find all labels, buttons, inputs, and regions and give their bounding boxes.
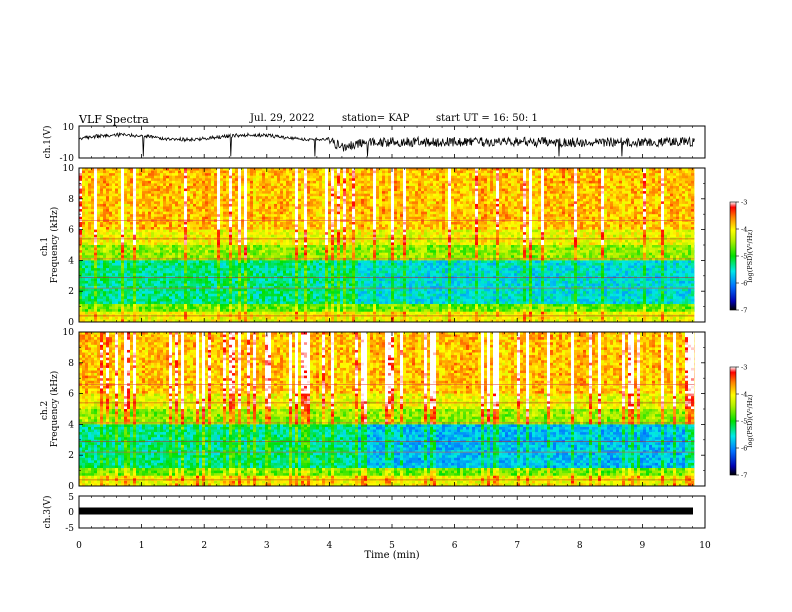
colorbar-tick-label: -7 [741, 472, 747, 480]
freq-tick-label: 6 [68, 390, 74, 400]
colorbar-tick-label: -3 [741, 364, 747, 372]
ch2-spectrogram-panel: 0 2 4 6 8 10 ch.2 Frequency (kHz) [40, 328, 706, 492]
time-tick-label: 3 [264, 541, 270, 551]
ch3-ytick-bottom: -5 [65, 524, 74, 534]
colorbar-tick-label: -6 [741, 445, 747, 453]
ch2-colorbar-scale [729, 366, 737, 476]
time-tick-label: 9 [640, 541, 646, 551]
ch1-waveform-panel: 10 -10 ch.1(V) [42, 123, 706, 164]
start-time-label: start UT = 16: 50: 1 [436, 113, 538, 124]
station-label: station= KAP [342, 113, 409, 124]
date-label: Jul. 29, 2022 [250, 113, 315, 124]
time-tick-label: 5 [389, 541, 395, 551]
ch1-spectrogram-yticks: 0 2 4 6 8 10 [63, 164, 705, 328]
freq-tick-label: 2 [68, 287, 74, 297]
freq-tick-label: 6 [68, 226, 74, 236]
time-tick-label: 10 [699, 541, 711, 551]
plot-title: VLF Spectra [79, 113, 149, 126]
ch1-colorbar-label: log(PSD)(V²/Hz) [746, 229, 754, 282]
ch2-spectrogram-yticks: 0 2 4 6 8 10 [63, 328, 705, 492]
colorbar-tick-label: -4 [741, 391, 747, 399]
ch1-ytick-top: 10 [63, 123, 75, 133]
ch1-ylabel: ch.1(V) [42, 126, 53, 159]
freq-tick-label: 4 [68, 420, 74, 430]
ch1-spectrogram-xticks [78, 168, 706, 322]
time-tick-label: 8 [577, 541, 583, 551]
ch3-waveform-panel: 5 0 -5 ch.3(V) [42, 493, 706, 534]
ch3-waveform-line [79, 507, 693, 515]
colorbar-tick-label: -7 [741, 307, 747, 315]
ch1-spectrogram-panel: 0 2 4 6 8 10 ch.1 Frequency (kHz) [40, 164, 706, 328]
time-tick-label: 1 [139, 541, 145, 551]
colorbar-tick-label: -5 [741, 418, 747, 426]
time-tick-label: 6 [452, 541, 458, 551]
ch2-spectrogram-channel-label: ch.2 [40, 401, 50, 420]
ch2-spectrogram-ylabel: Frequency (kHz) [49, 371, 60, 448]
ch2-spectrogram [79, 332, 705, 487]
freq-tick-label: 0 [68, 482, 74, 492]
time-axis-label: Time (min) [364, 550, 419, 561]
ch1-spectrogram [79, 168, 705, 323]
freq-tick-label: 8 [68, 195, 74, 205]
colorbar-tick-label: -5 [741, 253, 747, 261]
ch2-colorbar: -3 -4 -5 -6 -7 log(PSD)(V²/Hz) [729, 364, 754, 480]
freq-tick-label: 0 [68, 318, 74, 328]
ch1-colorbar: -3 -4 -5 -6 -7 log(PSD)(V²/Hz) [729, 199, 754, 315]
ch3-ytick-mid: 0 [68, 508, 74, 518]
ch1-spectrogram-ylabel: Frequency (kHz) [49, 207, 60, 284]
freq-tick-label: 8 [68, 359, 74, 369]
ch1-colorbar-scale [729, 201, 737, 311]
ch1-xticks [78, 126, 706, 158]
freq-tick-label: 2 [68, 451, 74, 461]
time-tick-label: 4 [327, 541, 333, 551]
colorbar-tick-label: -6 [741, 280, 747, 288]
ch2-colorbar-label: log(PSD)(V²/Hz) [746, 394, 754, 447]
ch1-spectrogram-channel-label: ch.1 [40, 237, 50, 256]
ch3-ylabel: ch.3(V) [42, 496, 53, 529]
time-tick-label: 2 [201, 541, 207, 551]
colorbar-tick-label: -3 [741, 199, 747, 207]
time-tick-label: 7 [514, 541, 520, 551]
colorbar-tick-label: -4 [741, 226, 747, 234]
freq-tick-label: 10 [63, 328, 75, 338]
freq-tick-label: 4 [68, 256, 74, 266]
ch3-xticks [78, 496, 706, 528]
ch1-ytick-bottom: -10 [60, 154, 75, 164]
ch3-ytick-top: 5 [68, 493, 74, 503]
time-tick-label: 0 [76, 541, 82, 551]
ch2-spectrogram-xticks [78, 332, 706, 486]
ch1-waveform-line [78, 131, 695, 157]
freq-tick-label: 10 [63, 164, 75, 174]
time-axis-tick-labels: 0 1 2 3 4 5 6 7 8 9 10 [76, 541, 711, 551]
